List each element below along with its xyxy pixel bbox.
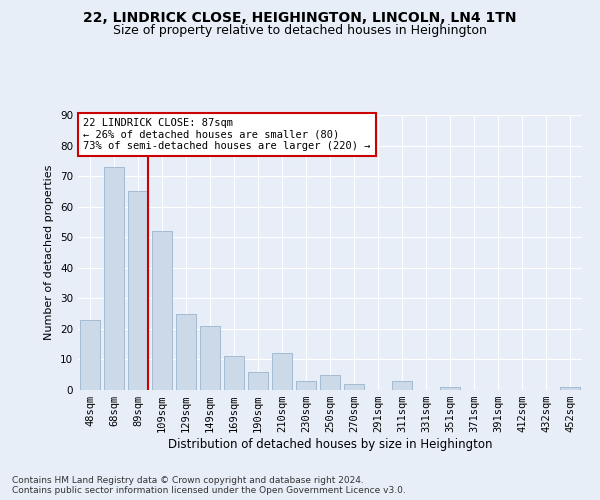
Bar xyxy=(440,387,460,390)
Bar xyxy=(104,167,124,390)
Bar xyxy=(320,374,340,390)
X-axis label: Distribution of detached houses by size in Heighington: Distribution of detached houses by size … xyxy=(168,438,492,451)
Bar xyxy=(560,387,580,390)
Y-axis label: Number of detached properties: Number of detached properties xyxy=(44,165,55,340)
Bar xyxy=(128,192,148,390)
Text: 22, LINDRICK CLOSE, HEIGHINGTON, LINCOLN, LN4 1TN: 22, LINDRICK CLOSE, HEIGHINGTON, LINCOLN… xyxy=(83,11,517,25)
Bar xyxy=(224,356,244,390)
Bar xyxy=(176,314,196,390)
Bar xyxy=(272,354,292,390)
Text: 22 LINDRICK CLOSE: 87sqm
← 26% of detached houses are smaller (80)
73% of semi-d: 22 LINDRICK CLOSE: 87sqm ← 26% of detach… xyxy=(83,118,371,151)
Text: Size of property relative to detached houses in Heighington: Size of property relative to detached ho… xyxy=(113,24,487,37)
Bar xyxy=(152,231,172,390)
Bar xyxy=(200,326,220,390)
Bar xyxy=(392,381,412,390)
Bar xyxy=(80,320,100,390)
Bar xyxy=(248,372,268,390)
Bar xyxy=(296,381,316,390)
Bar xyxy=(344,384,364,390)
Text: Contains HM Land Registry data © Crown copyright and database right 2024.
Contai: Contains HM Land Registry data © Crown c… xyxy=(12,476,406,495)
